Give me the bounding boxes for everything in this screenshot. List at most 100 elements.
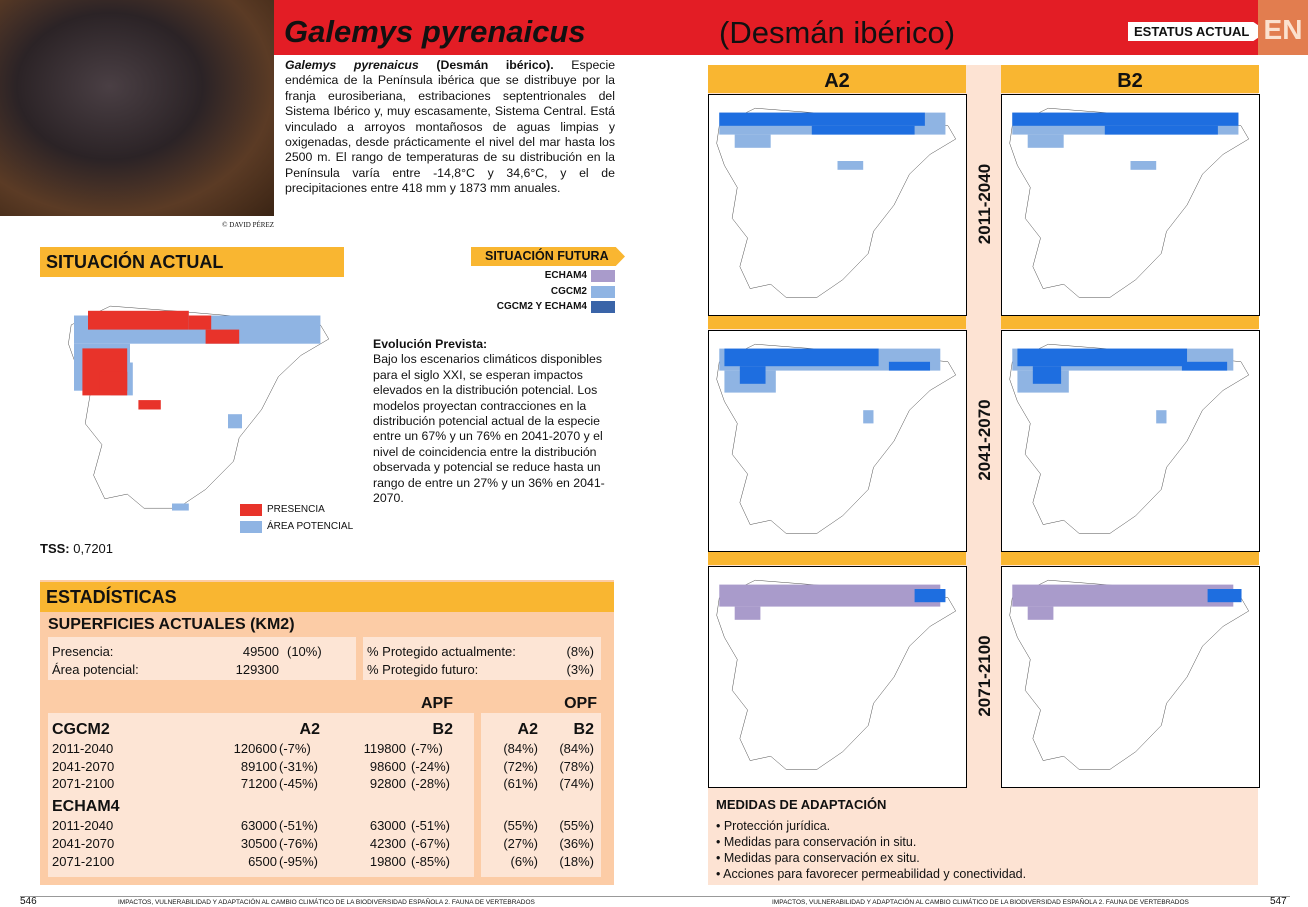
- table-box-opf: [481, 713, 601, 877]
- table-cell: 2041-2070: [52, 835, 115, 851]
- desc-species: Galemys pyrenaicus: [285, 58, 419, 72]
- projected-area: [719, 584, 941, 607]
- map-frame: [1001, 330, 1260, 552]
- legend-item: CGCM2 Y ECHAM4: [497, 301, 615, 314]
- table-cell: 2071-2100: [52, 853, 115, 869]
- projected-core: [1012, 112, 1239, 126]
- future-map: [1002, 567, 1259, 787]
- medida-item: • Acciones para favorecer permeabilidad …: [716, 867, 1027, 881]
- tss-value: 0,7201: [73, 541, 114, 556]
- medida-item: • Medidas para conservación ex situ.: [716, 851, 920, 865]
- period-label: 2011-2040: [975, 163, 994, 245]
- projected-area: [837, 161, 864, 170]
- table-cell: (-7%): [411, 741, 443, 756]
- desc-common: (Desmán ibérico).: [436, 58, 554, 72]
- future-map: [709, 95, 966, 315]
- separator: [708, 552, 966, 565]
- table-cell: A2: [299, 721, 320, 738]
- proteccion-box: [363, 637, 601, 680]
- separator: [1001, 552, 1259, 565]
- table-cell: (72%): [503, 758, 538, 774]
- table-cell: 71200: [240, 776, 277, 792]
- presence-area: [99, 371, 128, 391]
- legend-swatch: [591, 270, 615, 282]
- table-cell: 49500: [242, 644, 279, 659]
- tss-label: TSS:: [40, 541, 70, 556]
- medida-item: • Protección jurídica.: [716, 819, 831, 833]
- table-cell: 42300: [369, 835, 406, 851]
- medidas-list: • Protección jurídica. • Medidas para con…: [716, 818, 1026, 882]
- table-cell: B2: [573, 721, 594, 738]
- table-cell: % Protegido actualmente:: [367, 644, 516, 659]
- table-cell: (3%): [566, 662, 594, 677]
- table-cell: (36%): [559, 835, 594, 851]
- table-cell: (18%): [559, 853, 594, 869]
- table-cell: Área potencial:: [52, 662, 139, 677]
- table-cell: 2011-2040: [52, 818, 114, 834]
- projected-core: [811, 125, 915, 135]
- legend-item: CGCM2: [551, 285, 615, 299]
- projected-area: [734, 606, 761, 620]
- future-map: [1002, 331, 1259, 551]
- table-cell: (27%): [503, 835, 538, 851]
- photo: [0, 0, 274, 216]
- period-label: 2071-2100: [975, 635, 994, 717]
- legend-item: PRESENCIA: [240, 504, 325, 517]
- scenario-header: A2: [708, 65, 966, 93]
- table-cell: OPF: [564, 695, 597, 712]
- table-cell: 19800: [369, 853, 406, 869]
- table-cell: Presencia:: [52, 644, 114, 659]
- table-cell: (84%): [503, 741, 538, 756]
- stats-title: ESTADÍSTICAS: [40, 582, 614, 612]
- page-left: 546: [20, 896, 37, 907]
- legend-label: ÁREA POTENCIAL: [267, 521, 354, 532]
- projected-core: [1104, 125, 1218, 135]
- legend-swatch: [240, 521, 262, 533]
- presence-area: [188, 315, 212, 330]
- evolucion-title: Evolución Prevista:: [373, 337, 488, 351]
- projected-core: [1207, 589, 1242, 603]
- table-cell: 6500: [248, 853, 277, 869]
- legend-swatch: [591, 301, 615, 313]
- tss: TSS: 0,7201: [40, 541, 113, 556]
- presence-area: [138, 400, 161, 410]
- medidas-title: MEDIDAS DE ADAPTACIÓN: [716, 797, 887, 812]
- evolucion: Evolución Prevista: Bajo los escenarios …: [373, 337, 608, 506]
- table-cell: (55%): [559, 818, 594, 834]
- table-cell: CGCM2: [52, 721, 110, 738]
- table-cell: 89100: [240, 758, 277, 774]
- table-cell: 92800: [369, 776, 406, 792]
- situacion-actual-title: SITUACIÓN ACTUAL: [40, 247, 344, 277]
- table-cell: 63000: [240, 818, 277, 834]
- table-cell: (-85%): [411, 853, 451, 869]
- scenario-header: B2: [1001, 65, 1259, 93]
- future-map: [709, 331, 966, 551]
- table-cell: A2: [517, 721, 538, 738]
- table-cell: (55%): [503, 818, 538, 834]
- legend-label: CGCM2 Y ECHAM4: [496, 301, 587, 312]
- projected-area: [1130, 161, 1157, 170]
- medida-item: • Medidas para conservación in situ.: [716, 835, 917, 849]
- situacion-futura-title: SITUACIÓN FUTURA: [471, 247, 625, 266]
- projected-core: [1032, 366, 1062, 384]
- future-map: [709, 567, 966, 787]
- legend-item: ÁREA POTENCIAL: [240, 521, 353, 534]
- map-frame: [1001, 94, 1260, 316]
- legend-label: ECHAM4: [544, 270, 587, 281]
- map-frame: [708, 330, 967, 552]
- table-cell: 98600: [369, 758, 406, 774]
- table-cell: 119800: [363, 741, 406, 756]
- map-frame: [708, 566, 967, 788]
- projected-area: [1027, 134, 1064, 148]
- photo-credit: © DAVID PÉREZ: [222, 221, 274, 229]
- table-cell: (74%): [559, 776, 594, 792]
- table-cell: B2: [432, 721, 453, 738]
- table-cell: 120600: [233, 741, 277, 756]
- projected-core: [719, 112, 925, 126]
- footer-rule: [20, 896, 1290, 897]
- table-cell: (-95%): [279, 853, 319, 869]
- species-title: Galemys pyrenaicus: [284, 14, 586, 49]
- map-frame: [1001, 566, 1260, 788]
- projected-core: [1181, 361, 1228, 371]
- table-cell: 63000: [369, 818, 406, 834]
